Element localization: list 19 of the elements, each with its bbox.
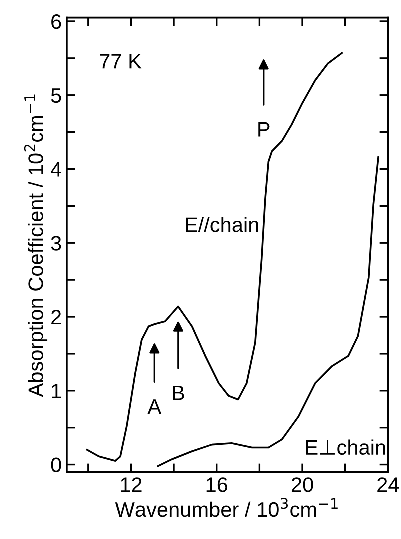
y-tick-label: 6 [52,14,62,30]
annotation: P [258,122,270,137]
y-tick-label: 1 [52,384,62,398]
annotation: A [148,400,162,414]
y-tick-label: 2 [52,310,62,325]
x-tick-label: 16 [206,478,228,492]
x-tick-label: 12 [121,478,142,492]
x-tick-label: 20 [292,478,314,492]
y-tick-label: 4 [51,162,62,177]
annotation: E⊥chain [306,440,386,456]
y-tick-label: 0 [51,458,62,473]
x-tick-label: 24 [378,478,400,492]
y-axis-title: Absorption Coefficient / 10$^{2}$cm$^{−1}$ [24,94,48,398]
annotation: 77 K [100,54,142,69]
y-tick-label: 3 [51,236,62,251]
annotation: E//chain [186,217,258,232]
x-axis-title: Wavenumber / 10$^{3}$cm$^{−1}$ [115,498,338,518]
annotation: B [173,386,184,400]
y-tick-label: 5 [51,88,62,104]
